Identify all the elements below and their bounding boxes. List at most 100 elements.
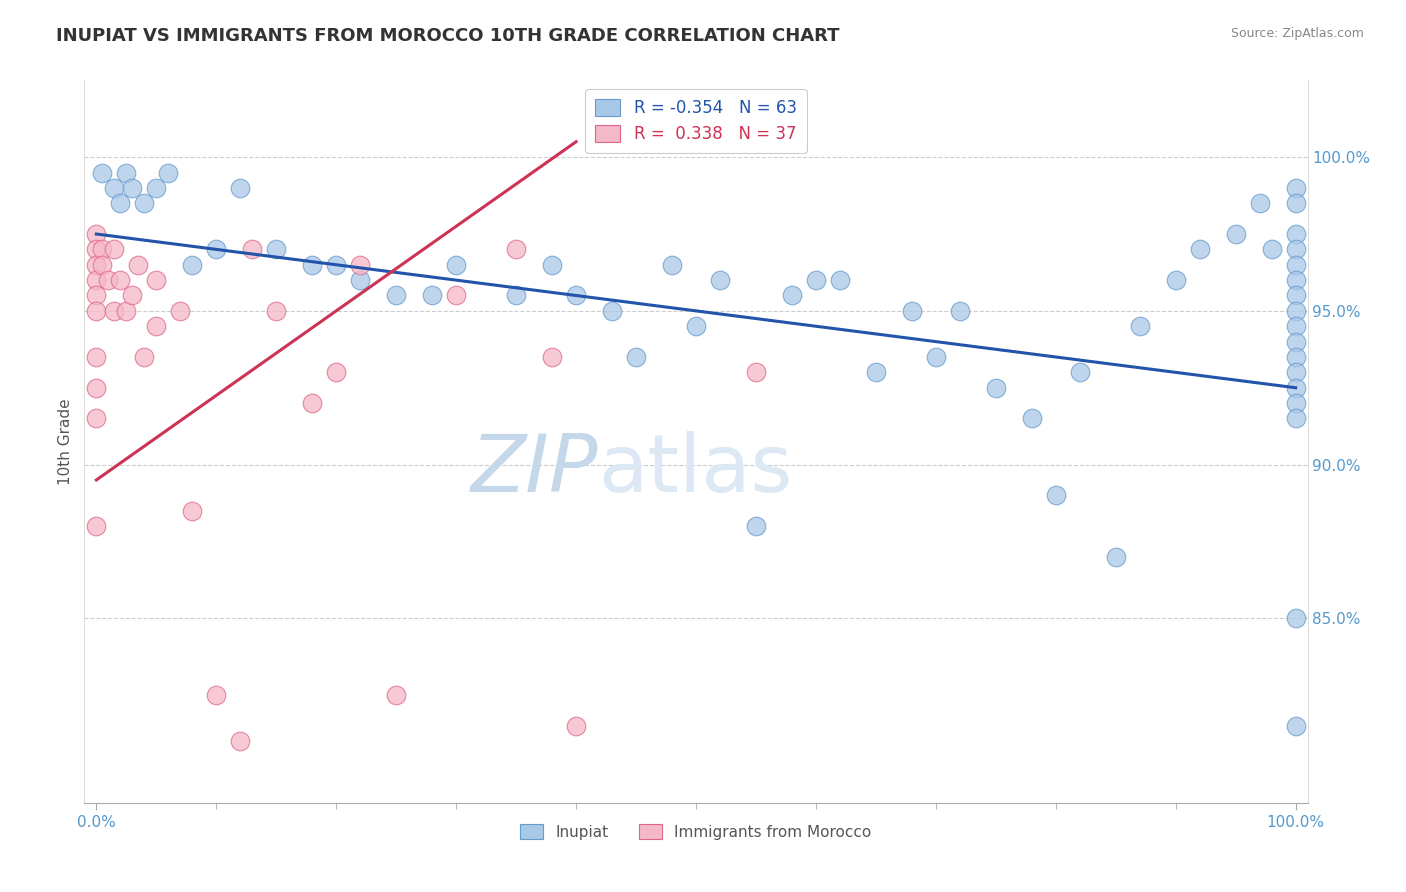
Point xyxy=(745,519,768,533)
Point xyxy=(229,181,252,195)
Point xyxy=(385,688,408,702)
Point xyxy=(624,350,647,364)
Point xyxy=(1284,334,1306,349)
Point xyxy=(86,258,108,272)
Point xyxy=(86,288,108,302)
Point xyxy=(169,304,191,318)
Point xyxy=(91,258,114,272)
Point xyxy=(1225,227,1247,241)
Point xyxy=(1284,319,1306,334)
Point xyxy=(1284,243,1306,257)
Point xyxy=(349,258,371,272)
Point xyxy=(385,288,408,302)
Point xyxy=(925,350,948,364)
Point xyxy=(1188,243,1211,257)
Point xyxy=(325,258,347,272)
Text: Source: ZipAtlas.com: Source: ZipAtlas.com xyxy=(1230,27,1364,40)
Point xyxy=(1284,611,1306,625)
Point xyxy=(541,258,564,272)
Point xyxy=(1284,365,1306,379)
Point xyxy=(541,350,564,364)
Point xyxy=(301,258,323,272)
Point xyxy=(86,243,108,257)
Point xyxy=(1129,319,1152,334)
Point xyxy=(1284,181,1306,195)
Point xyxy=(205,243,228,257)
Legend: Inupiat, Immigrants from Morocco: Inupiat, Immigrants from Morocco xyxy=(515,818,877,846)
Point xyxy=(1284,381,1306,395)
Point xyxy=(949,304,972,318)
Point xyxy=(86,519,108,533)
Point xyxy=(145,273,167,287)
Point xyxy=(1284,411,1306,425)
Point xyxy=(1284,273,1306,287)
Point xyxy=(86,381,108,395)
Point xyxy=(565,288,588,302)
Point xyxy=(1284,350,1306,364)
Point xyxy=(1069,365,1091,379)
Point xyxy=(229,734,252,748)
Point xyxy=(301,396,323,410)
Point xyxy=(86,304,108,318)
Point xyxy=(325,365,347,379)
Point xyxy=(600,304,623,318)
Point xyxy=(804,273,827,287)
Point xyxy=(264,243,287,257)
Point xyxy=(1284,304,1306,318)
Point xyxy=(121,181,143,195)
Point xyxy=(565,719,588,733)
Point xyxy=(86,411,108,425)
Point xyxy=(86,350,108,364)
Text: atlas: atlas xyxy=(598,432,793,509)
Point xyxy=(420,288,443,302)
Point xyxy=(103,243,125,257)
Point xyxy=(709,273,731,287)
Point xyxy=(1249,196,1271,211)
Point xyxy=(901,304,924,318)
Point xyxy=(121,288,143,302)
Y-axis label: 10th Grade: 10th Grade xyxy=(58,398,73,485)
Point xyxy=(145,319,167,334)
Point xyxy=(1284,196,1306,211)
Point xyxy=(110,273,132,287)
Point xyxy=(127,258,149,272)
Point xyxy=(780,288,803,302)
Point xyxy=(145,181,167,195)
Point xyxy=(205,688,228,702)
Point xyxy=(685,319,707,334)
Point xyxy=(103,304,125,318)
Point xyxy=(1105,549,1128,564)
Point xyxy=(865,365,887,379)
Point xyxy=(1284,258,1306,272)
Point xyxy=(97,273,120,287)
Point xyxy=(240,243,263,257)
Point xyxy=(115,165,138,179)
Point xyxy=(984,381,1007,395)
Point xyxy=(444,288,467,302)
Point xyxy=(1284,719,1306,733)
Point xyxy=(115,304,138,318)
Point xyxy=(745,365,768,379)
Point xyxy=(1164,273,1187,287)
Point xyxy=(86,273,108,287)
Point xyxy=(181,258,204,272)
Point xyxy=(110,196,132,211)
Text: INUPIAT VS IMMIGRANTS FROM MOROCCO 10TH GRADE CORRELATION CHART: INUPIAT VS IMMIGRANTS FROM MOROCCO 10TH … xyxy=(56,27,839,45)
Point xyxy=(134,350,156,364)
Point xyxy=(505,288,527,302)
Point xyxy=(1260,243,1282,257)
Point xyxy=(103,181,125,195)
Point xyxy=(181,504,204,518)
Point xyxy=(86,227,108,241)
Point xyxy=(1284,396,1306,410)
Point xyxy=(1021,411,1043,425)
Point xyxy=(134,196,156,211)
Point xyxy=(505,243,527,257)
Point xyxy=(157,165,180,179)
Point xyxy=(1284,227,1306,241)
Point xyxy=(828,273,851,287)
Point xyxy=(444,258,467,272)
Point xyxy=(661,258,683,272)
Point xyxy=(264,304,287,318)
Point xyxy=(349,273,371,287)
